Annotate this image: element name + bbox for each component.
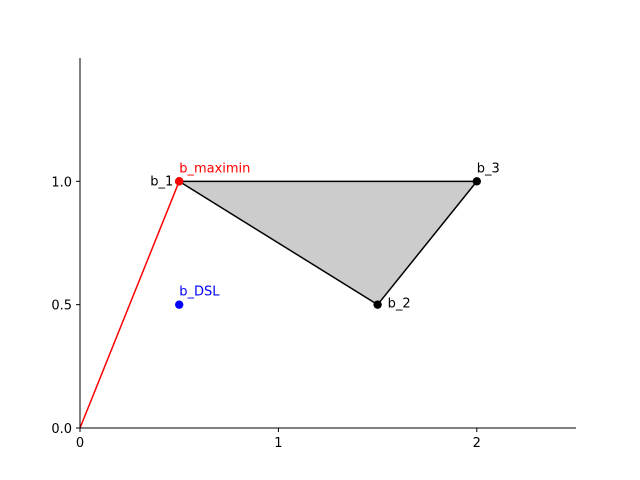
point-bdsl bbox=[175, 300, 184, 309]
x-axis-ticks: 0 1 2 bbox=[76, 428, 481, 451]
y-tick-label: 1.0 bbox=[51, 175, 72, 190]
label-bmaximin: b_maximin bbox=[179, 161, 250, 176]
x-tick-label: 1 bbox=[274, 436, 282, 451]
point-bmaximin bbox=[175, 177, 184, 186]
y-tick-label: 0.5 bbox=[51, 299, 72, 314]
label-b3: b_3 bbox=[477, 161, 500, 176]
label-b2: b_2 bbox=[388, 297, 411, 312]
label-b1: b_1 bbox=[150, 174, 173, 189]
point-labels: b_1 b_2 b_3 b_maximin b_DSL bbox=[150, 161, 500, 311]
point-b3 bbox=[472, 177, 481, 186]
maximin-direction-line bbox=[79, 181, 180, 429]
plot-area bbox=[79, 177, 481, 429]
y-tick-label: 0.0 bbox=[51, 422, 72, 437]
y-axis-ticks: 0.0 0.5 1.0 bbox=[51, 175, 80, 437]
x-tick-label: 0 bbox=[76, 436, 84, 451]
point-b2 bbox=[373, 300, 382, 309]
feasible-region-polygon bbox=[176, 180, 479, 306]
x-tick-label: 2 bbox=[473, 436, 481, 451]
label-bdsl: b_DSL bbox=[179, 285, 220, 300]
